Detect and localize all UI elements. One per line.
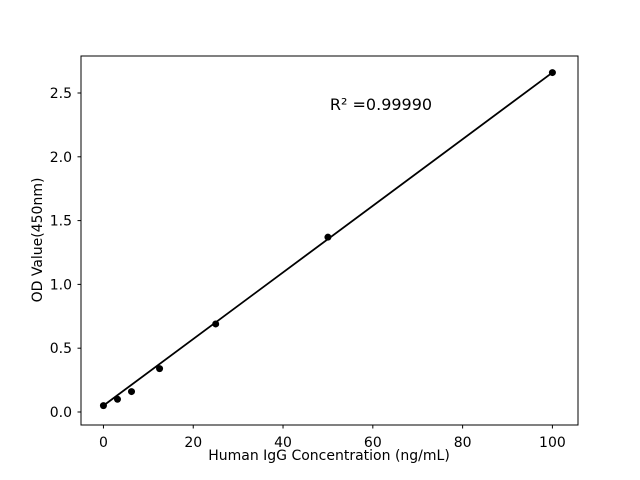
plot-frame	[80, 55, 579, 426]
y-tick-label: 2.5	[50, 86, 72, 102]
series	[99, 69, 556, 410]
data-point	[212, 320, 220, 328]
data-point	[99, 402, 107, 410]
data-point	[128, 388, 136, 396]
x-tick-label: 80	[454, 435, 472, 451]
data-point	[156, 365, 164, 373]
y-tick-label: 1.0	[50, 277, 72, 293]
y-tick-label: 1.5	[50, 214, 72, 230]
x-tick-label: 100	[539, 435, 566, 451]
x-axis-label: Human IgG Concentration (ng/mL)	[208, 448, 450, 464]
y-axis: 0.0 0.5 1.0 1.5 2.0 2.5	[50, 86, 81, 421]
y-axis-label: OD Value(450nm)	[30, 178, 46, 303]
x-tick-label: 0	[99, 435, 108, 451]
r-squared-annotation: R² =0.99990	[330, 95, 432, 114]
y-tick-label: 2.0	[50, 150, 72, 166]
x-axis: 0 20 40 60 80 100	[99, 425, 566, 451]
x-tick-label: 20	[184, 435, 202, 451]
data-point	[113, 395, 121, 403]
x-tick-label: 40	[274, 435, 292, 451]
x-tick-label: 60	[364, 435, 382, 451]
y-tick-label: 0.5	[50, 341, 72, 357]
data-point	[548, 69, 556, 77]
data-point	[324, 233, 332, 241]
y-tick-label: 0.0	[50, 405, 72, 421]
